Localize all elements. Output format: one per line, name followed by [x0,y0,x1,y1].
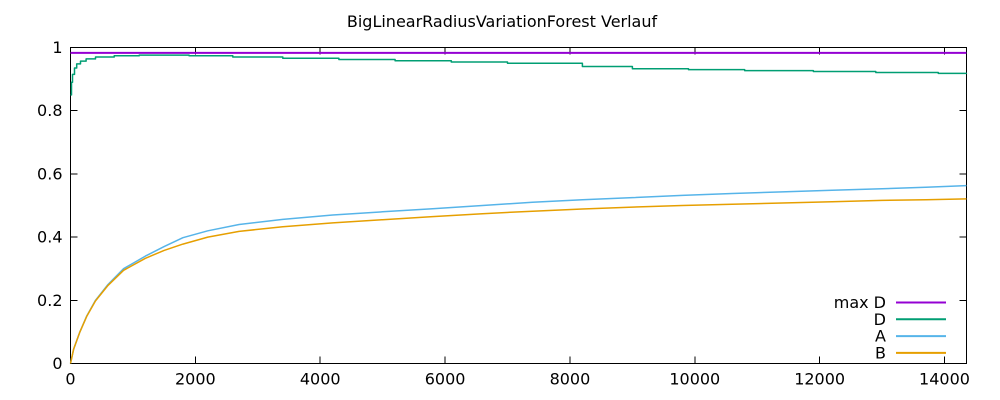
y-tick-label: 0.8 [37,101,62,120]
series-line-b [69,198,967,364]
plot-border [70,47,967,364]
x-tick-label: 4000 [300,370,341,389]
series-line-d [70,54,968,96]
y-tick-label: 0.6 [37,164,62,183]
y-tick-label: 0.2 [37,291,62,310]
x-tick-label: 2000 [175,370,216,389]
legend-label-b: B [875,343,886,362]
x-tick-label: 0 [65,370,75,389]
x-tick-label: 8000 [550,370,591,389]
legend-label-max-d: max D [834,293,886,312]
x-tick-label: 6000 [425,370,466,389]
legend-label-d: D [874,310,886,329]
y-tick-label: 0 [52,354,62,373]
x-tick-label: 12000 [794,370,845,389]
chart-title: BigLinearRadiusVariationForest Verlauf [346,12,658,31]
y-tick-label: 1 [52,38,62,57]
y-tick-label: 0.4 [37,228,62,247]
legend-label-a: A [875,327,886,346]
x-tick-label: 14000 [919,370,970,389]
x-tick-label: 10000 [669,370,720,389]
